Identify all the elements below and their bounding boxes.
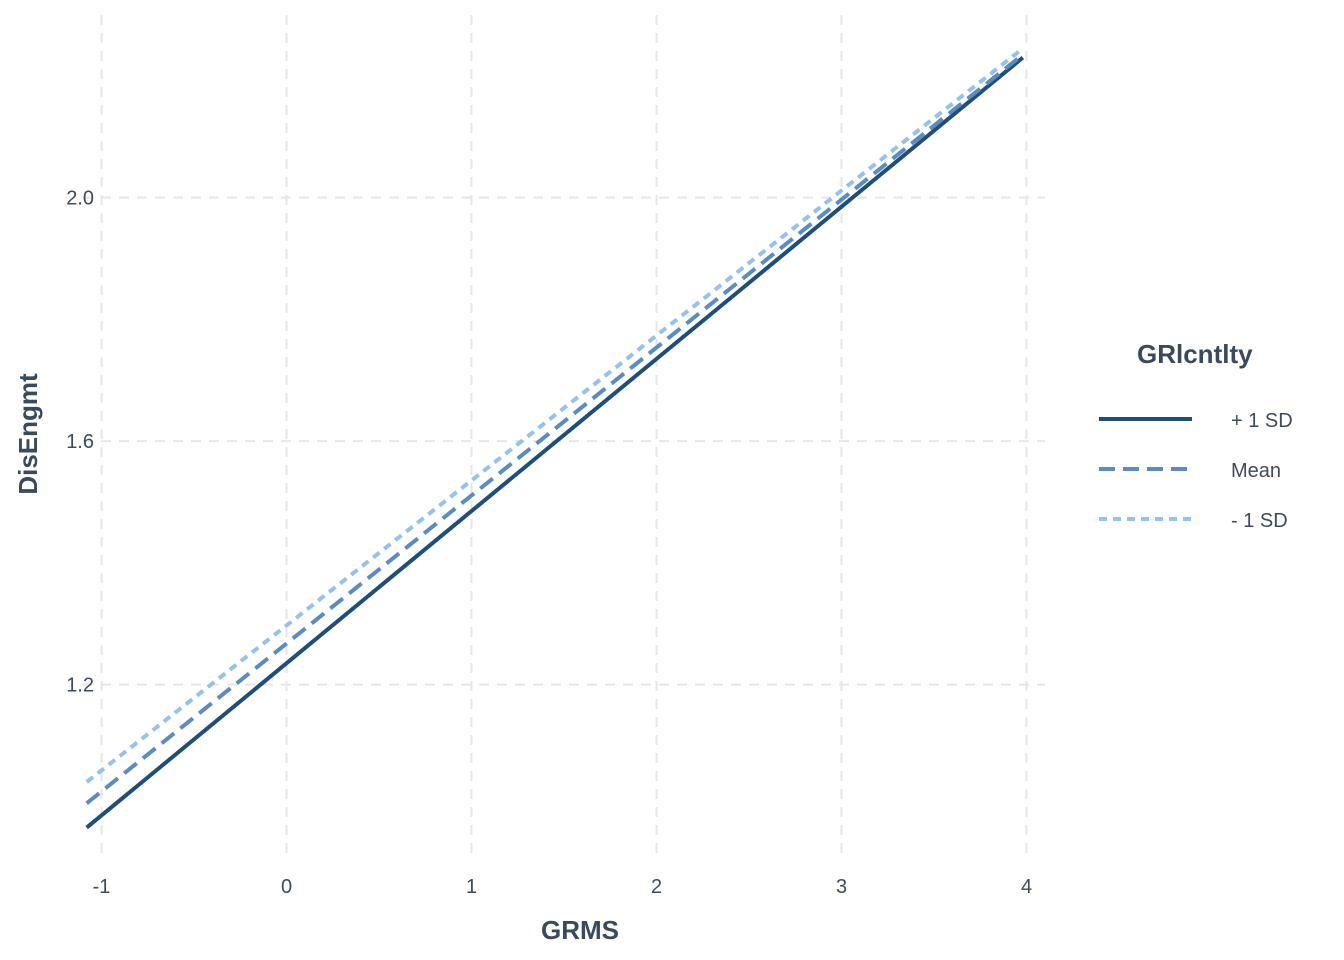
y-tick-label: 2.0 bbox=[66, 188, 94, 210]
legend: GRlcntlty + 1 SD Mean - 1 SD bbox=[1099, 339, 1293, 532]
x-tick-label: 1 bbox=[466, 876, 477, 898]
series-line bbox=[85, 56, 1025, 830]
x-gridlines bbox=[100, 15, 1028, 855]
legend-items: + 1 SD Mean - 1 SD bbox=[1099, 410, 1293, 532]
y-gridlines bbox=[83, 196, 1045, 686]
series-layer bbox=[85, 46, 1025, 830]
x-tick-label: 4 bbox=[1021, 876, 1032, 898]
x-axis-title: GRMS bbox=[541, 915, 619, 945]
legend-label: + 1 SD bbox=[1231, 410, 1293, 432]
x-tick-label: 3 bbox=[836, 876, 847, 898]
x-tick-label: -1 bbox=[93, 876, 111, 898]
x-tick-label: 0 bbox=[281, 876, 292, 898]
x-tick-label: 2 bbox=[651, 876, 662, 898]
y-tick-label: 1.2 bbox=[66, 675, 94, 697]
series-line bbox=[85, 46, 1025, 784]
x-tick-labels: -1 0 1 2 3 4 bbox=[93, 876, 1032, 898]
y-axis-title: DisEngmt bbox=[13, 373, 43, 495]
legend-label: - 1 SD bbox=[1231, 510, 1288, 532]
series-line bbox=[85, 53, 1025, 805]
legend-title: GRlcntlty bbox=[1137, 339, 1253, 369]
y-tick-label: 1.6 bbox=[66, 431, 94, 453]
legend-label: Mean bbox=[1231, 460, 1281, 482]
y-tick-labels: 1.2 1.6 2.0 bbox=[66, 188, 94, 697]
